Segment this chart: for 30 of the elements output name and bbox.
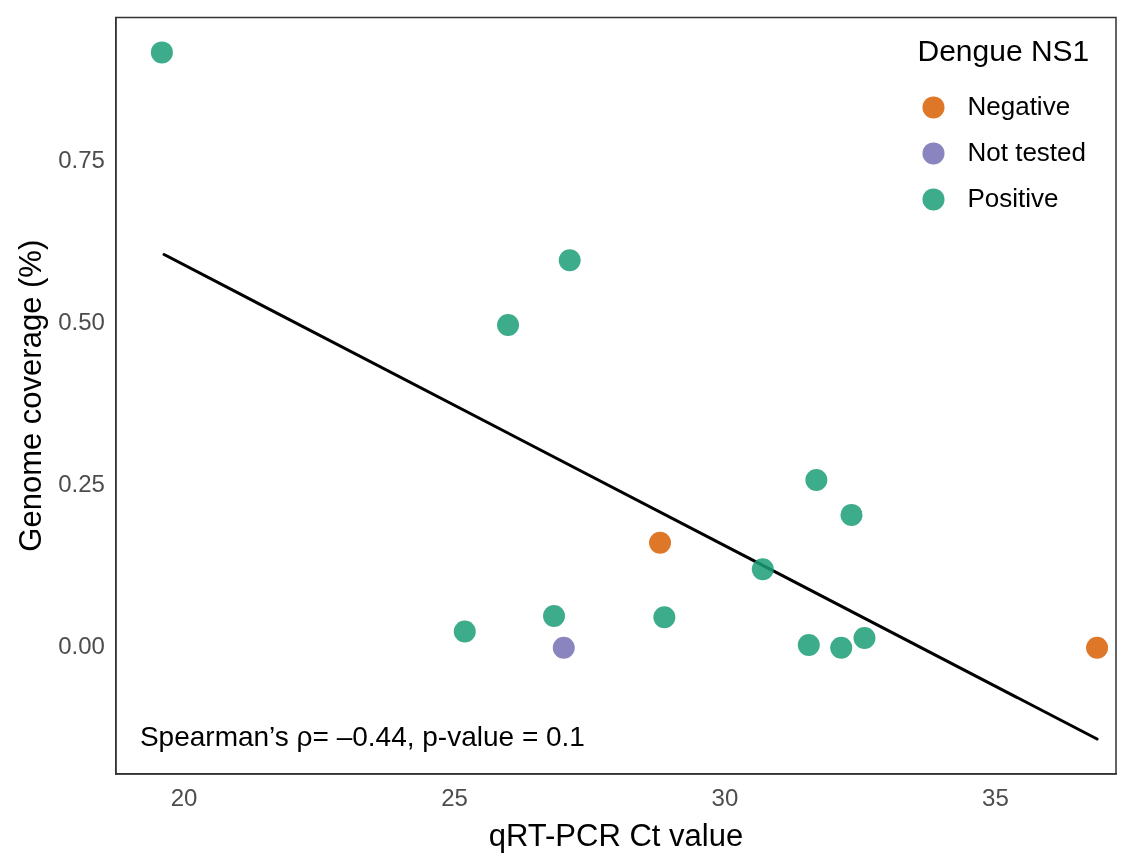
point <box>653 606 676 629</box>
x-tick-label: 30 <box>711 784 739 812</box>
x-tick-label: 25 <box>441 784 468 812</box>
annotation: Spearman’s ρ= –0.44, p-value = 0.1 <box>139 721 585 752</box>
point <box>840 503 863 526</box>
legend-label: Negative <box>967 90 1071 121</box>
point <box>558 249 581 272</box>
point <box>150 41 173 64</box>
point <box>1086 636 1109 659</box>
y-tick-label: 0.75 <box>58 146 105 174</box>
x-axis-title: qRT-PCR Ct value <box>488 817 744 853</box>
legend-label: Not tested <box>967 136 1086 167</box>
point <box>497 314 520 337</box>
point <box>797 634 820 657</box>
point <box>453 620 476 643</box>
x-tick-label: 20 <box>170 784 198 812</box>
y-tick-label: 0.25 <box>58 470 105 498</box>
x-tick-label: 35 <box>982 784 1009 812</box>
point <box>552 636 575 659</box>
point <box>543 604 566 627</box>
y-tick-label: 0.00 <box>58 632 105 660</box>
point <box>751 558 774 581</box>
legend-title: Dengue NS1 <box>917 33 1090 67</box>
point <box>805 468 828 491</box>
y-tick-label: 0.50 <box>58 308 105 336</box>
legend-label: Positive <box>967 182 1059 213</box>
point <box>830 636 853 659</box>
point <box>649 531 672 554</box>
y-axis-title: Genome coverage (%) <box>13 239 49 552</box>
point <box>853 626 876 649</box>
